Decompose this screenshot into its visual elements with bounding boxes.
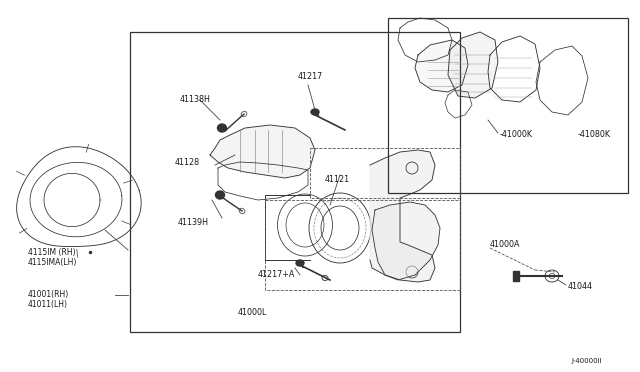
- Text: 41001(RH): 41001(RH): [28, 290, 69, 299]
- Text: -41080K: -41080K: [578, 130, 611, 139]
- Text: 4115lM (RH): 4115lM (RH): [28, 248, 76, 257]
- Text: 41139H: 41139H: [178, 218, 209, 227]
- Polygon shape: [372, 202, 440, 280]
- Text: 41128: 41128: [175, 158, 200, 167]
- Text: J·40000II: J·40000II: [572, 358, 602, 364]
- Text: 41138H: 41138H: [180, 95, 211, 104]
- Bar: [513, 271, 519, 281]
- Bar: [130, 32, 460, 332]
- Text: 41011(LH): 41011(LH): [28, 300, 68, 309]
- Text: 4115lMA(LH): 4115lMA(LH): [28, 258, 77, 267]
- Ellipse shape: [218, 124, 227, 132]
- Text: 41044: 41044: [568, 282, 593, 291]
- Text: 41217+A: 41217+A: [258, 270, 296, 279]
- Ellipse shape: [296, 260, 304, 266]
- Ellipse shape: [311, 109, 319, 115]
- Text: 41121: 41121: [325, 175, 350, 184]
- Bar: [388, 18, 628, 193]
- Polygon shape: [370, 150, 435, 282]
- Text: -41000K: -41000K: [500, 130, 533, 139]
- Polygon shape: [448, 32, 498, 98]
- Text: 41000L: 41000L: [238, 308, 268, 317]
- Ellipse shape: [216, 191, 225, 199]
- Text: 41000A: 41000A: [490, 240, 520, 249]
- Polygon shape: [415, 40, 468, 92]
- Text: 41217: 41217: [298, 72, 323, 81]
- Polygon shape: [210, 125, 315, 178]
